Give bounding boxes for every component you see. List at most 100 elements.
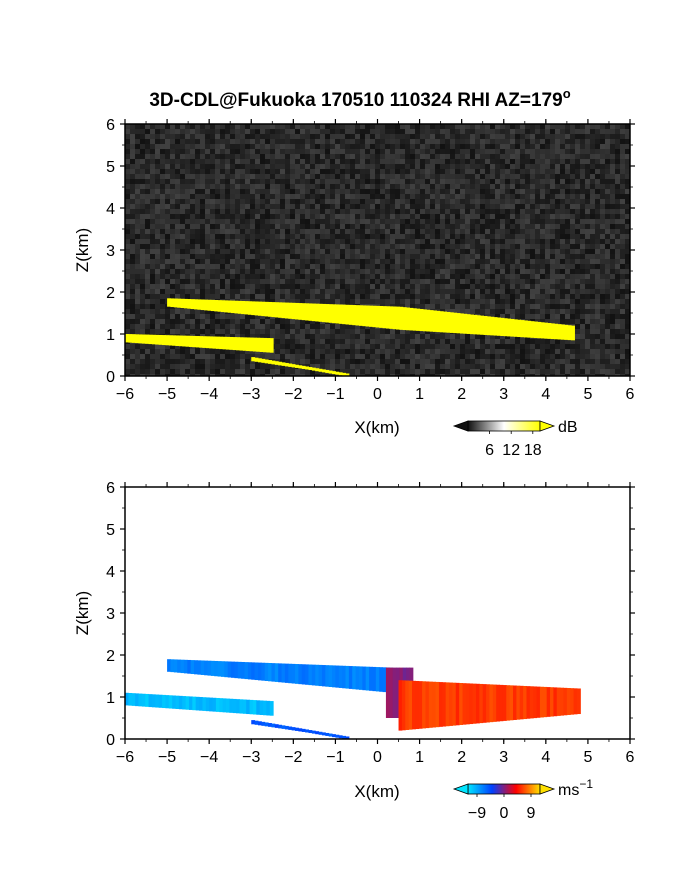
noise-cell	[600, 239, 605, 244]
noise-cell	[380, 299, 385, 304]
noise-cell	[525, 224, 530, 229]
noise-cell	[245, 174, 250, 179]
noise-cell	[505, 244, 510, 249]
noise-cell	[430, 199, 435, 204]
noise-cell	[195, 234, 200, 239]
noise-cell	[150, 184, 155, 189]
noise-cell	[415, 149, 420, 154]
noise-cell	[130, 369, 135, 374]
noise-cell	[130, 139, 135, 144]
noise-cell	[135, 164, 140, 169]
noise-cell	[200, 139, 205, 144]
noise-cell	[535, 239, 540, 244]
noise-cell	[250, 359, 255, 364]
noise-cell	[420, 344, 425, 349]
noise-cell	[490, 154, 495, 159]
noise-cell	[540, 204, 545, 209]
noise-cell	[165, 324, 170, 329]
noise-cell	[250, 189, 255, 194]
noise-cell	[415, 299, 420, 304]
noise-cell	[295, 199, 300, 204]
noise-cell	[505, 129, 510, 134]
noise-cell	[425, 299, 430, 304]
noise-cell	[585, 174, 590, 179]
noise-cell	[220, 319, 225, 324]
noise-cell	[435, 334, 440, 339]
noise-cell	[405, 284, 410, 289]
noise-cell	[550, 224, 555, 229]
noise-cell	[170, 224, 175, 229]
noise-cell	[540, 349, 545, 354]
noise-cell	[505, 139, 510, 144]
noise-cell	[445, 304, 450, 309]
noise-cell	[135, 189, 140, 194]
noise-cell	[185, 369, 190, 374]
noise-cell	[235, 314, 240, 319]
noise-cell	[600, 204, 605, 209]
noise-cell	[375, 354, 380, 359]
noise-cell	[225, 139, 230, 144]
noise-cell	[265, 284, 270, 289]
noise-cell	[290, 184, 295, 189]
noise-cell	[205, 364, 210, 369]
noise-cell	[320, 299, 325, 304]
noise-cell	[465, 124, 470, 129]
noise-cell	[580, 289, 585, 294]
noise-cell	[445, 334, 450, 339]
noise-cell	[350, 219, 355, 224]
noise-cell	[210, 199, 215, 204]
noise-cell	[510, 314, 515, 319]
noise-cell	[595, 134, 600, 139]
noise-cell	[135, 324, 140, 329]
noise-cell	[395, 124, 400, 129]
noise-cell	[165, 244, 170, 249]
noise-cell	[515, 219, 520, 224]
noise-cell	[595, 309, 600, 314]
noise-cell	[545, 219, 550, 224]
noise-cell	[255, 354, 260, 359]
noise-cell	[190, 279, 195, 284]
noise-cell	[180, 284, 185, 289]
noise-cell	[520, 164, 525, 169]
noise-cell	[310, 154, 315, 159]
noise-cell	[530, 354, 535, 359]
noise-cell	[615, 354, 620, 359]
noise-cell	[530, 229, 535, 234]
noise-cell	[450, 359, 455, 364]
noise-cell	[615, 324, 620, 329]
noise-cell	[220, 279, 225, 284]
noise-cell	[320, 149, 325, 154]
noise-cell	[295, 129, 300, 134]
noise-cell	[485, 229, 490, 234]
noise-cell	[445, 124, 450, 129]
noise-cell	[405, 129, 410, 134]
noise-cell	[280, 239, 285, 244]
noise-cell	[220, 354, 225, 359]
noise-cell	[565, 149, 570, 154]
noise-cell	[365, 219, 370, 224]
noise-cell	[350, 329, 355, 334]
noise-cell	[295, 274, 300, 279]
noise-cell	[150, 264, 155, 269]
noise-cell	[420, 274, 425, 279]
noise-cell	[355, 249, 360, 254]
noise-cell	[335, 224, 340, 229]
noise-cell	[220, 219, 225, 224]
noise-cell	[590, 124, 595, 129]
noise-cell	[275, 244, 280, 249]
noise-cell	[545, 314, 550, 319]
noise-cell	[165, 329, 170, 334]
noise-cell	[425, 139, 430, 144]
noise-cell	[360, 169, 365, 174]
noise-cell	[455, 189, 460, 194]
noise-cell	[510, 264, 515, 269]
noise-cell	[530, 349, 535, 354]
noise-cell	[410, 279, 415, 284]
noise-cell	[195, 244, 200, 249]
noise-cell	[590, 304, 595, 309]
noise-cell	[525, 179, 530, 184]
noise-cell	[510, 269, 515, 274]
noise-cell	[155, 344, 160, 349]
noise-cell	[260, 154, 265, 159]
noise-cell	[530, 279, 535, 284]
